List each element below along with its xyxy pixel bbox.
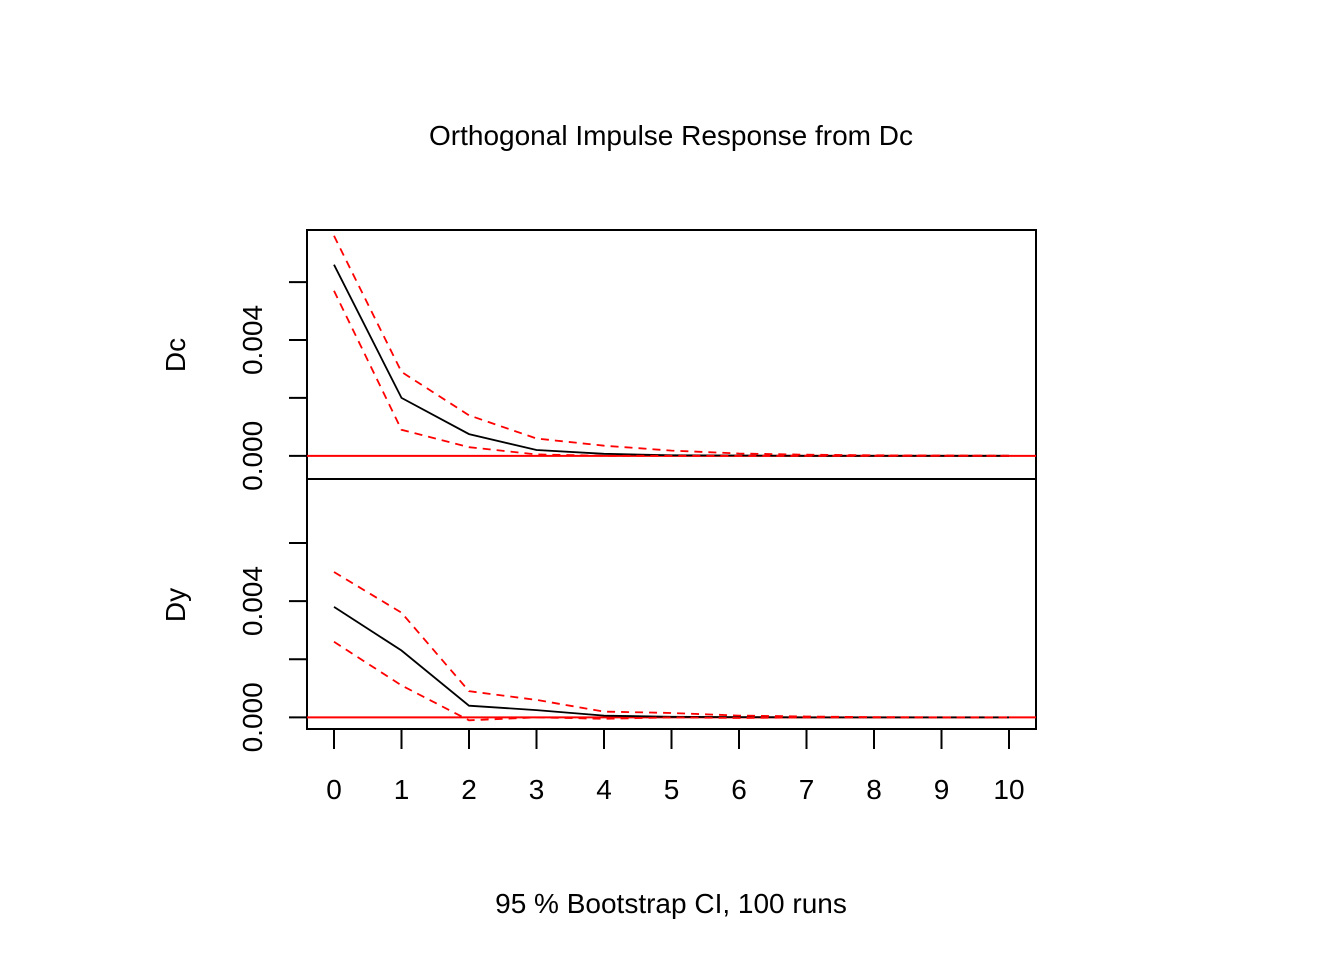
- panel-dy-series-ci-upper: [333, 571, 1009, 719]
- x-tick-label: 10: [993, 774, 1024, 805]
- panel-dy-label: Dy: [160, 588, 191, 622]
- panel-dc-y-tick-label: 0.000: [237, 421, 268, 491]
- panel-dy-y-tick-label: 0.004: [237, 566, 268, 636]
- panel-dy-series-ci-lower: [333, 641, 1009, 722]
- x-tick-label: 5: [664, 774, 680, 805]
- panel-dy-y-tick-label: 0.000: [237, 682, 268, 752]
- panel-dc-series-response: [333, 264, 1009, 457]
- x-tick-label: 6: [731, 774, 747, 805]
- x-tick-label: 3: [529, 774, 545, 805]
- x-tick-label: 9: [934, 774, 950, 805]
- panel-dy-series-response: [333, 606, 1009, 719]
- x-tick-label: 0: [326, 774, 342, 805]
- chart-title: Orthogonal Impulse Response from Dc: [429, 120, 913, 151]
- plot-layer: 0.000 0.004 Dc 0.000 0.004 Dy 0 1 2 3 4 5 6 7 8 9 10: [160, 229, 1037, 805]
- panel-dy-frame: [306, 478, 1037, 730]
- x-tick-label: 8: [866, 774, 882, 805]
- panel-dc-label: Dc: [160, 338, 191, 372]
- x-tick-label: 2: [461, 774, 477, 805]
- x-tick-label: 7: [799, 774, 815, 805]
- x-tick-label: 4: [596, 774, 612, 805]
- panel-dc-y-tick-label: 0.004: [237, 305, 268, 375]
- x-axis-title: 95 % Bootstrap CI, 100 runs: [495, 888, 847, 919]
- panel-dc-frame: [306, 229, 1037, 480]
- panel-dc-series-ci-upper: [333, 235, 1010, 457]
- x-tick-label: 1: [394, 774, 410, 805]
- panel-dc-series-ci-lower: [333, 290, 1009, 457]
